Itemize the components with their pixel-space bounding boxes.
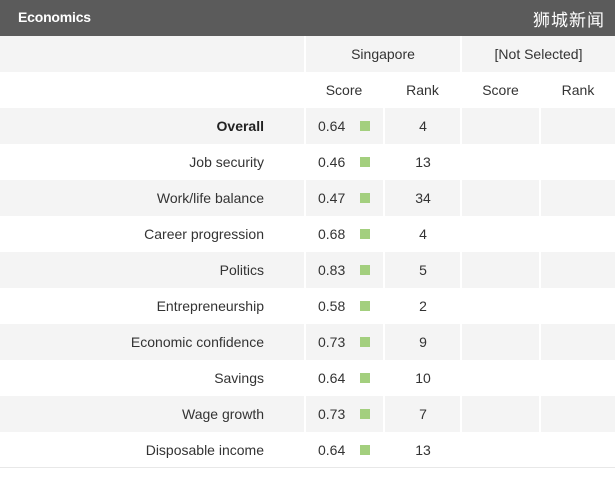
- section-title: Economics: [18, 9, 91, 25]
- row-score: 0.73: [318, 334, 346, 350]
- score-indicator-icon: [360, 193, 370, 203]
- row-rank: 4: [419, 226, 427, 242]
- row-rank: 7: [419, 406, 427, 422]
- score-indicator-icon: [360, 157, 370, 167]
- watermark-logo: 狮城新闻: [533, 11, 605, 31]
- sub-header-rank-2: Rank: [561, 82, 595, 98]
- row-label: Entrepreneurship: [156, 298, 264, 314]
- table-row: Overall 0.64 4: [0, 108, 615, 144]
- sub-header-row: Score Rank Score Rank: [0, 72, 615, 108]
- row-rank: 10: [415, 370, 431, 386]
- score-indicator-icon: [360, 337, 370, 347]
- row-rank: 13: [415, 154, 431, 170]
- row-score: 0.68: [318, 226, 346, 242]
- row-rank: 34: [415, 190, 431, 206]
- row-score: 0.58: [318, 298, 346, 314]
- row-label: Economic confidence: [130, 334, 264, 350]
- row-rank: 9: [419, 334, 427, 350]
- sub-header-score-2: Score: [482, 82, 519, 98]
- row-score: 0.64: [318, 442, 346, 458]
- row-score: 0.73: [318, 406, 346, 422]
- table-row: Entrepreneurship 0.58 2: [0, 288, 615, 324]
- row-rank: 2: [419, 298, 427, 314]
- score-indicator-icon: [360, 121, 370, 131]
- row-label: Job security: [189, 154, 264, 170]
- row-label: Politics: [219, 262, 264, 278]
- score-indicator-icon: [360, 229, 370, 239]
- section-header: Economics 狮城新闻: [0, 0, 615, 36]
- row-score: 0.46: [318, 154, 346, 170]
- row-score: 0.64: [318, 370, 346, 386]
- table-row: Savings 0.64 10: [0, 360, 615, 396]
- table-body: Overall 0.64 4 Job security 0.46 13 Work/life …: [0, 108, 615, 468]
- row-label: Disposable income: [145, 442, 264, 458]
- row-rank: 13: [415, 442, 431, 458]
- table-bottom-border: [0, 467, 615, 468]
- table-row: Work/life balance 0.47 34: [0, 180, 615, 216]
- table-row: Politics 0.83 5: [0, 252, 615, 288]
- score-indicator-icon: [360, 301, 370, 311]
- table-row: Disposable income 0.64 13: [0, 432, 615, 468]
- table-row: Job security 0.46 13: [0, 144, 615, 180]
- score-indicator-icon: [360, 373, 370, 383]
- row-label: Overall: [216, 118, 264, 134]
- sub-header-score: Score: [325, 82, 363, 98]
- row-label: Wage growth: [182, 406, 264, 422]
- table-row: Wage growth 0.73 7: [0, 396, 615, 432]
- score-indicator-icon: [360, 409, 370, 419]
- row-rank: 4: [419, 118, 427, 134]
- score-indicator-icon: [360, 265, 370, 275]
- country-header-row: Singapore [Not Selected]: [0, 36, 615, 72]
- score-indicator-icon: [360, 445, 370, 455]
- row-score: 0.47: [318, 190, 346, 206]
- table-row: Economic confidence 0.73 9: [0, 324, 615, 360]
- row-score: 0.83: [318, 262, 346, 278]
- row-label: Savings: [214, 370, 264, 386]
- economics-table: Singapore [Not Selected] Score Rank Scor…: [0, 36, 615, 468]
- country-header-not-selected[interactable]: [Not Selected]: [494, 46, 583, 62]
- row-label: Career progression: [144, 226, 264, 242]
- row-label: Work/life balance: [156, 190, 264, 206]
- row-score: 0.64: [318, 118, 346, 134]
- sub-header-rank: Rank: [406, 82, 439, 98]
- country-header-singapore[interactable]: Singapore: [351, 46, 415, 62]
- row-rank: 5: [419, 262, 427, 278]
- table-row: Career progression 0.68 4: [0, 216, 615, 252]
